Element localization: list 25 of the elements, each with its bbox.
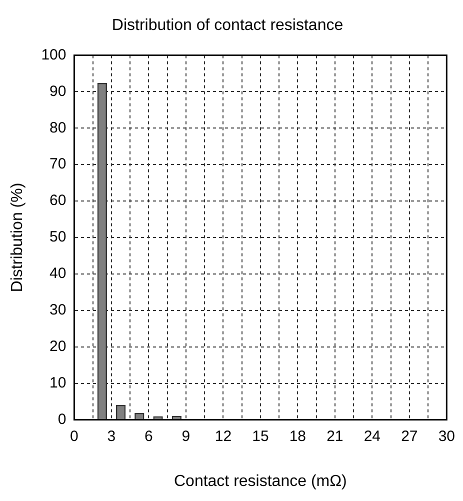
x-tick-label: 27	[401, 428, 418, 445]
chart-title: Distribution of contact resistance	[112, 17, 344, 34]
y-tick-label: 40	[50, 265, 66, 282]
x-tick-label: 6	[144, 428, 153, 445]
y-tick-label: 0	[58, 410, 66, 428]
x-tick-label: 24	[364, 428, 381, 445]
y-tick-label: 60	[50, 192, 66, 210]
x-tick-label: 3	[107, 428, 116, 445]
x-tick-label: 9	[182, 428, 190, 445]
y-tick-label: 100	[41, 46, 66, 64]
y-tick-label: 20	[50, 338, 66, 356]
x-tick-label: 21	[326, 428, 344, 445]
x-tick-label: 15	[252, 428, 269, 445]
y-axis-title: Distribution (%)	[9, 182, 26, 292]
x-axis-title: Contact resistance (mΩ)	[174, 472, 347, 490]
y-tick-label: 70	[50, 156, 66, 173]
x-tick-label: 12	[214, 428, 232, 445]
x-tick-label: 18	[289, 428, 306, 445]
y-tick-label: 10	[50, 374, 66, 392]
y-tick-label: 90	[50, 82, 66, 100]
y-tick-label: 30	[50, 302, 66, 319]
x-tick-label: 0	[70, 428, 78, 445]
y-tick-label: 50	[50, 228, 66, 246]
x-tick-label: 30	[438, 428, 455, 445]
y-tick-label: 80	[50, 119, 66, 136]
